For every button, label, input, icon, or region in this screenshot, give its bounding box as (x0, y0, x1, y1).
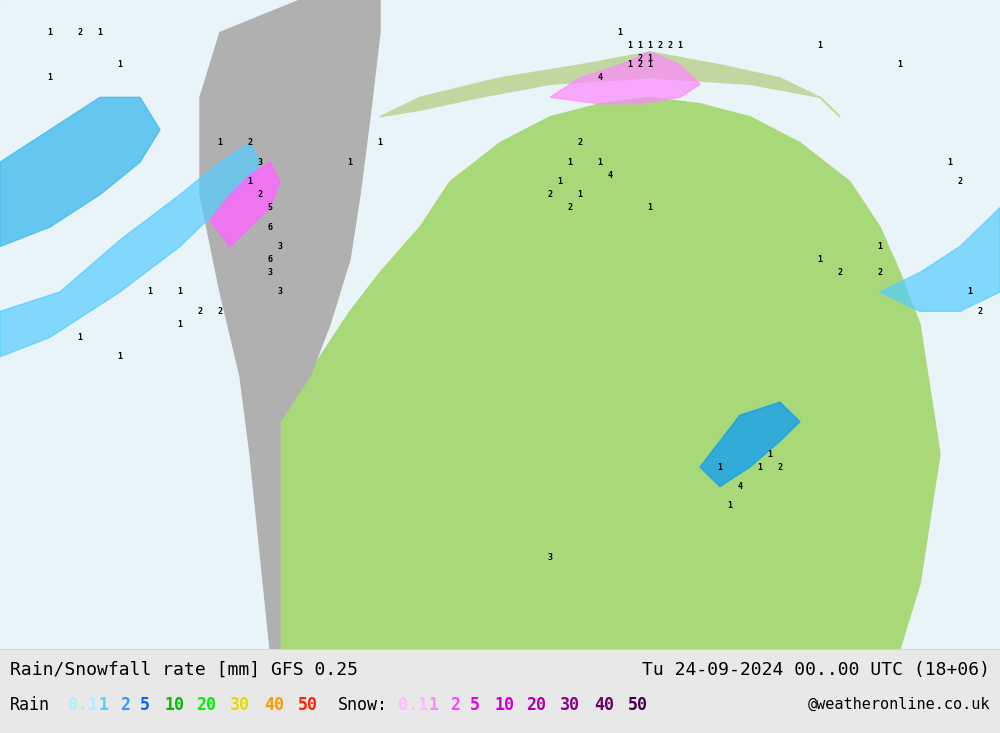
Text: 1: 1 (638, 41, 642, 50)
Text: 2: 2 (778, 463, 782, 471)
Text: 1: 1 (578, 190, 582, 199)
Text: 1: 1 (648, 60, 652, 70)
Text: @weatheronline.co.uk: @weatheronline.co.uk (808, 697, 990, 712)
Text: 2: 2 (958, 177, 962, 186)
Text: 1: 1 (98, 696, 108, 713)
Text: 2: 2 (120, 696, 130, 713)
Polygon shape (0, 143, 260, 357)
Text: 5: 5 (140, 696, 150, 713)
Text: 2: 2 (78, 28, 82, 37)
Text: 2: 2 (198, 307, 202, 316)
Text: 1: 1 (818, 255, 822, 264)
Text: 40: 40 (594, 696, 614, 713)
Text: 4: 4 (738, 482, 742, 491)
Text: 1: 1 (968, 287, 972, 296)
Text: 1: 1 (878, 242, 883, 251)
Text: 2: 2 (248, 139, 252, 147)
Text: 1: 1 (428, 696, 438, 713)
Text: 4: 4 (598, 73, 602, 82)
Polygon shape (700, 402, 800, 487)
Text: 1: 1 (948, 158, 952, 166)
Polygon shape (200, 0, 380, 649)
Text: 1: 1 (378, 139, 382, 147)
Text: 2: 2 (568, 203, 572, 212)
Text: 1: 1 (628, 41, 633, 50)
Text: 2: 2 (658, 41, 662, 50)
Text: 2: 2 (638, 54, 642, 63)
Polygon shape (880, 207, 1000, 312)
Text: 1: 1 (48, 28, 52, 37)
Text: 1: 1 (148, 287, 152, 296)
Text: 20: 20 (196, 696, 216, 713)
Text: 5: 5 (470, 696, 480, 713)
Text: 1: 1 (728, 501, 732, 510)
Polygon shape (380, 52, 840, 117)
Text: 1: 1 (718, 463, 722, 471)
Text: 1: 1 (218, 139, 222, 147)
Text: 2: 2 (578, 139, 582, 147)
Text: 2: 2 (258, 190, 262, 199)
Polygon shape (210, 162, 280, 246)
Text: 3: 3 (268, 268, 272, 277)
Text: 1: 1 (628, 60, 633, 70)
Text: 20: 20 (526, 696, 546, 713)
Text: 10: 10 (164, 696, 184, 713)
Text: 6: 6 (268, 223, 272, 232)
Text: 1: 1 (78, 333, 82, 342)
Text: 1: 1 (648, 203, 652, 212)
Text: 3: 3 (258, 158, 262, 166)
Text: 1: 1 (178, 287, 182, 296)
Polygon shape (0, 97, 160, 246)
Text: 40: 40 (264, 696, 284, 713)
Text: 1: 1 (568, 158, 572, 166)
Text: 1: 1 (558, 177, 562, 186)
Text: 50: 50 (628, 696, 648, 713)
Polygon shape (550, 52, 700, 104)
Text: 2: 2 (450, 696, 460, 713)
Text: 1: 1 (348, 158, 352, 166)
Text: 1: 1 (618, 28, 622, 37)
Polygon shape (280, 97, 940, 649)
Text: 1: 1 (598, 158, 602, 166)
Text: 50: 50 (298, 696, 318, 713)
Text: 0.1: 0.1 (398, 696, 428, 713)
Text: 1: 1 (178, 320, 182, 329)
Text: Rain: Rain (10, 696, 50, 713)
Text: 1: 1 (118, 60, 122, 70)
Text: 10: 10 (494, 696, 514, 713)
Text: 30: 30 (560, 696, 580, 713)
Text: 1: 1 (118, 353, 122, 361)
Text: 1: 1 (768, 449, 772, 459)
Text: 6: 6 (268, 255, 272, 264)
Text: 0.1: 0.1 (68, 696, 98, 713)
Text: Snow:: Snow: (338, 696, 388, 713)
Text: 2: 2 (548, 190, 552, 199)
Text: 3: 3 (278, 287, 283, 296)
Text: 2: 2 (978, 307, 982, 316)
Text: 1: 1 (248, 177, 252, 186)
Text: 1: 1 (48, 73, 52, 82)
Text: 2: 2 (218, 307, 222, 316)
Text: 2: 2 (668, 41, 672, 50)
Text: 5: 5 (268, 203, 272, 212)
Text: 1: 1 (758, 463, 763, 471)
Text: Tu 24-09-2024 00..00 UTC (18+06): Tu 24-09-2024 00..00 UTC (18+06) (642, 661, 990, 679)
Text: 1: 1 (648, 41, 652, 50)
Text: 2: 2 (838, 268, 842, 277)
Text: 2: 2 (878, 268, 883, 277)
Text: 1: 1 (818, 41, 822, 50)
Text: 1: 1 (678, 41, 682, 50)
Text: 4: 4 (608, 171, 612, 180)
Text: 1: 1 (898, 60, 902, 70)
Text: 30: 30 (230, 696, 250, 713)
Text: 2: 2 (638, 60, 642, 70)
Text: Rain/Snowfall rate [mm] GFS 0.25: Rain/Snowfall rate [mm] GFS 0.25 (10, 661, 358, 679)
Text: 3: 3 (278, 242, 283, 251)
Text: 1: 1 (98, 28, 103, 37)
Text: 3: 3 (548, 553, 552, 562)
Text: 1: 1 (648, 54, 652, 63)
